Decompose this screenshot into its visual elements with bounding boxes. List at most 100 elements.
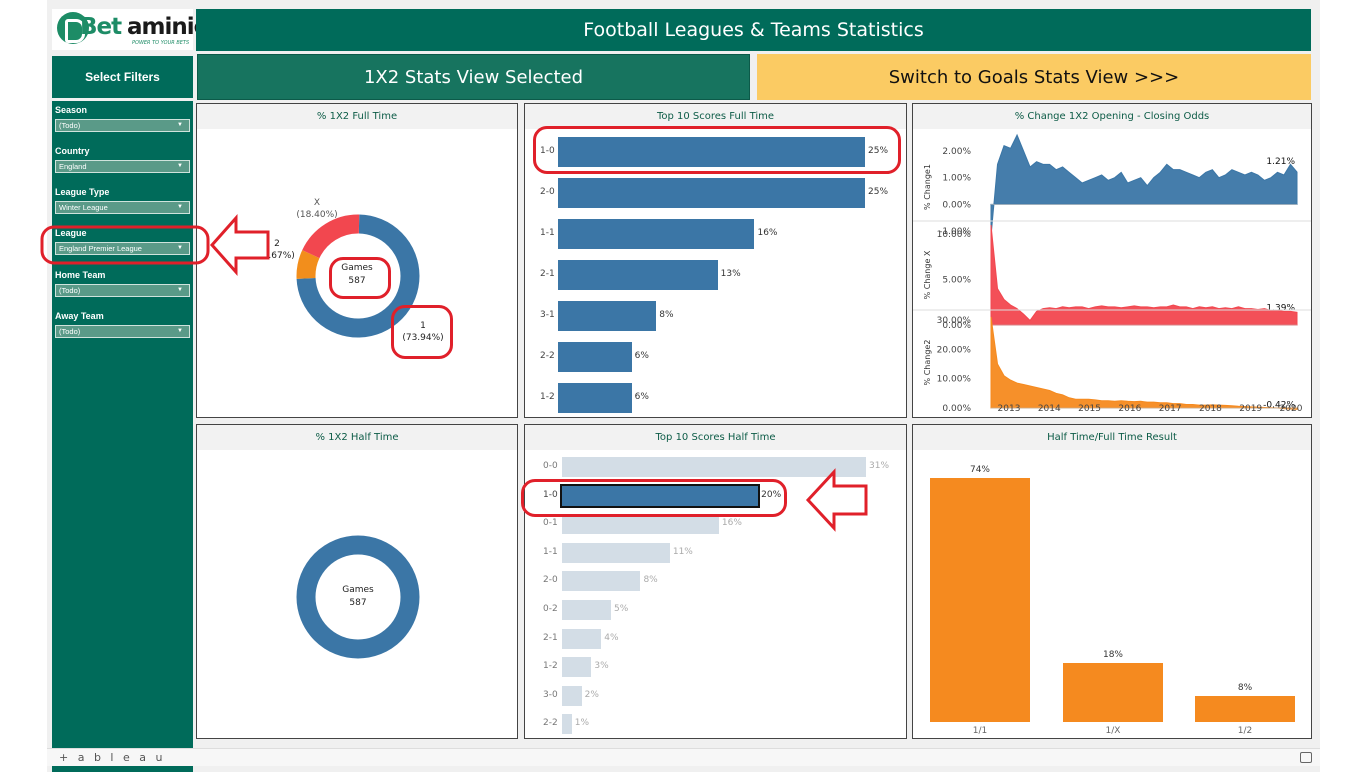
bar-category-label: 1/1 — [972, 726, 988, 736]
x-tick-label: 2018 — [1199, 404, 1222, 414]
bar-2-2[interactable] — [558, 342, 632, 372]
bar-category-label: 3-1 — [540, 310, 555, 320]
bar-value-label: 16% — [757, 228, 778, 238]
bar-category-label: 1-2 — [543, 661, 558, 672]
x-tick-label: 2015 — [1078, 404, 1101, 414]
filter-country-select[interactable]: England ▼ — [55, 160, 190, 173]
bar-value-label: 25% — [868, 146, 889, 156]
panel-1x2-full-time: % 1X2 Full Time X (18.40%) 2 (7.67%) 1 (73.… — [196, 103, 518, 418]
bar-value-label: 13% — [720, 269, 741, 279]
donut-center-value: 587 — [348, 276, 366, 286]
bar-value-label: 18% — [1102, 649, 1123, 660]
bar-1-0[interactable] — [559, 483, 761, 508]
slice-1-pct: (73.94%) — [402, 333, 444, 343]
slice-2-name: 2 — [274, 239, 280, 249]
bar-category-label: 1/X — [1105, 726, 1121, 736]
y-tick-label: 1.00% — [942, 174, 971, 184]
area-series-0[interactable] — [990, 133, 1298, 237]
donut-slice-2[interactable] — [296, 250, 320, 279]
bar-0-0[interactable] — [562, 457, 866, 477]
donut-label-1: 1 (73.94%) — [397, 320, 449, 344]
x-tick-label: 2014 — [1038, 404, 1061, 414]
bar-value-label: 74% — [969, 465, 990, 475]
bar-0-1[interactable] — [562, 514, 719, 535]
bar-category-label: 0-0 — [543, 461, 558, 471]
bar-1/1[interactable] — [930, 478, 1030, 722]
panel-htft-result: Half Time/Full Time Result 74% 1/1 18% 1/X 8… — [912, 424, 1312, 739]
panel-odds-change: % Change 1X2 Opening - Closing Odds 2.00… — [912, 103, 1312, 418]
y-tick-label: 30.00% — [937, 316, 972, 326]
y-axis-label: % Change1 — [923, 164, 932, 210]
filter-league-select[interactable]: England Premier League ▼ — [55, 242, 190, 255]
y-tick-label: 20.00% — [937, 345, 972, 355]
filter-league-type-value: Winter League — [59, 203, 108, 212]
donut-slice-x[interactable] — [302, 214, 360, 259]
donut-center-label: Games — [342, 585, 374, 595]
filter-league-label: League — [55, 228, 87, 238]
filter-season-select[interactable]: (Todo) ▼ — [55, 119, 190, 132]
filter-league-type-select[interactable]: Winter League ▼ — [55, 201, 190, 214]
fullscreen-icon[interactable] — [1300, 752, 1312, 763]
bar-3-1[interactable] — [558, 301, 657, 331]
bar-category-label: 2-0 — [543, 575, 558, 586]
last-value-label: 1.21% — [1266, 157, 1295, 167]
donut-center-value: 587 — [349, 598, 367, 608]
bar-1/2[interactable] — [1195, 695, 1295, 722]
panel-title: Half Time/Full Time Result — [913, 425, 1311, 450]
filter-home-team-value: (Todo) — [59, 286, 81, 295]
bar-category-label: 3-0 — [543, 689, 558, 700]
panel-top-scores-half-time: Top 10 Scores Half Time 0-0 31% 1-0 20% 0-1 1… — [521, 424, 907, 739]
bar-1-1[interactable] — [562, 542, 670, 563]
annotation-arrow-icon — [209, 214, 270, 276]
bar-category-label: 2-0 — [540, 187, 555, 197]
bar-2-2[interactable] — [562, 714, 572, 735]
switch-view-button[interactable]: Switch to Goals Stats View >>> — [757, 54, 1311, 100]
panel-title: Top 10 Scores Full Time — [525, 104, 906, 129]
betaminic-logo: Bet aminic POWER TO YOUR BETS — [52, 9, 207, 50]
filter-season-value: (Todo) — [59, 121, 81, 130]
annotation-arrow-icon — [805, 468, 868, 532]
area-series-2[interactable] — [990, 316, 1298, 410]
chevron-down-icon: ▼ — [177, 245, 183, 251]
bar-2-0[interactable] — [562, 571, 641, 592]
bar-1/X[interactable] — [1063, 662, 1163, 722]
bar-2-1[interactable] — [562, 628, 602, 649]
bar-3-0[interactable] — [562, 685, 582, 706]
bar-2-1[interactable] — [558, 260, 718, 290]
page-title: Football Leagues & Teams Statistics — [196, 9, 1311, 51]
logo-mark-icon — [57, 12, 89, 44]
bar-0-2[interactable] — [562, 600, 612, 620]
bar-2-0[interactable] — [558, 178, 865, 208]
bar-1-0[interactable] — [558, 137, 865, 167]
bar-value-label: 3% — [594, 661, 609, 672]
area-chart-odds-change: 2.00% 1.00% 0.00% -1.00% % Change1 1.21% 10.00… — [913, 133, 1311, 414]
tableau-logo: + a b l e a u — [59, 751, 166, 764]
panel-1x2-half-time: % 1X2 Half Time Games 587 — [196, 424, 518, 739]
slice-x-pct: (18.40%) — [296, 210, 338, 220]
bar-category-label: 1/2 — [1237, 726, 1253, 736]
current-view-button[interactable]: 1X2 Stats View Selected — [197, 54, 750, 100]
filter-country-value: England — [59, 162, 87, 171]
panel-title: % 1X2 Half Time — [197, 425, 517, 450]
x-tick-label: 2016 — [1118, 404, 1141, 414]
chevron-down-icon: ▼ — [177, 328, 183, 334]
y-tick-label: 0.00% — [942, 200, 971, 210]
bar-value-label: 5% — [614, 604, 629, 614]
bar-1-1[interactable] — [558, 219, 755, 249]
filter-away-team-select[interactable]: (Todo) ▼ — [55, 325, 190, 338]
bar-value-label: 8% — [643, 575, 658, 586]
y-axis-label: % Change X — [923, 250, 932, 299]
bar-1-2[interactable] — [562, 657, 592, 678]
select-filters-label: Select Filters — [52, 56, 193, 98]
y-tick-label: 5.00% — [942, 276, 971, 286]
panel-title: % Change 1X2 Opening - Closing Odds — [913, 104, 1311, 129]
filter-home-team-select[interactable]: (Todo) ▼ — [55, 284, 190, 297]
filter-league-type-label: League Type — [55, 187, 110, 197]
bar-value-label: 2% — [584, 689, 599, 700]
donut-center-label: Games — [341, 263, 373, 273]
donut-center: Games 587 — [331, 262, 383, 288]
last-value-label: 1.39% — [1266, 303, 1295, 313]
bar-1-2[interactable] — [558, 383, 632, 413]
annotation-red-box — [40, 225, 210, 265]
